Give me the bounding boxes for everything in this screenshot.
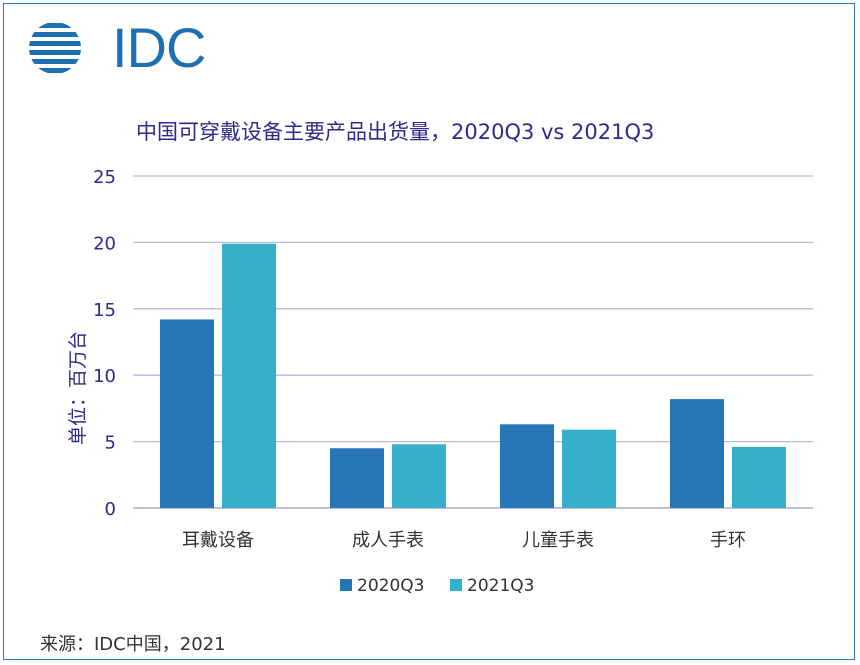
bar <box>222 243 276 508</box>
bar <box>500 424 554 508</box>
y-tick-label: 10 <box>93 366 116 387</box>
y-tick-label: 5 <box>105 433 116 454</box>
y-tick-label: 0 <box>105 499 116 520</box>
legend-label: 2020Q3 <box>357 576 424 596</box>
idc-logo: IDC <box>28 18 218 78</box>
bar <box>392 444 446 508</box>
y-tick-label: 15 <box>93 300 116 321</box>
chart-title: 中国可穿戴设备主要产品出货量，2020Q3 vs 2021Q3 <box>136 120 655 144</box>
bar <box>670 399 724 508</box>
bar <box>562 429 616 508</box>
x-tick-label: 耳戴设备 <box>182 530 254 551</box>
x-tick-label: 儿童手表 <box>522 530 594 551</box>
bar <box>330 448 384 508</box>
chart-frame <box>3 3 855 660</box>
x-tick-label: 手环 <box>710 530 746 551</box>
logo-text: IDC <box>112 16 206 79</box>
legend-swatch <box>450 579 462 591</box>
globe-icon <box>29 23 81 73</box>
bar <box>732 446 786 508</box>
legend-label: 2021Q3 <box>467 576 534 596</box>
source-note: 来源：IDC中国，2021 <box>40 634 226 655</box>
bar <box>160 319 214 508</box>
y-tick-label: 25 <box>93 167 116 188</box>
legend-swatch <box>340 579 352 591</box>
x-tick-label: 成人手表 <box>352 530 424 551</box>
y-tick-label: 20 <box>93 233 116 254</box>
